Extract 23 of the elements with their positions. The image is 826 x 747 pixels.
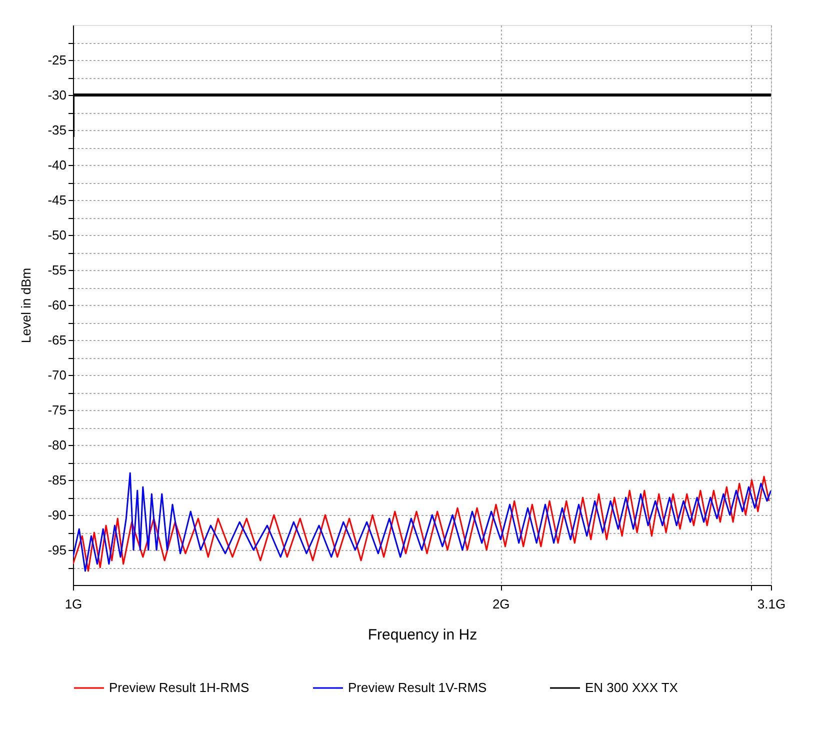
y-tick-label: -50 xyxy=(48,228,66,242)
y-tick-label: -25 xyxy=(48,52,66,68)
y-tick-label: -85 xyxy=(48,472,66,488)
y-tick-label: -60 xyxy=(48,298,66,312)
y-tick-label: -45 xyxy=(48,192,66,208)
x-tick-label: 1G xyxy=(64,596,82,612)
y-tick-label: -55 xyxy=(48,262,66,278)
y-axis-title: Level in dBm xyxy=(18,268,34,344)
y-tick-label: -40 xyxy=(48,158,66,172)
x-axis-title: Frequency in Hz xyxy=(368,626,478,644)
y-tick-label: -30 xyxy=(48,88,66,102)
x-tick-label: 3.1G xyxy=(757,596,786,612)
y-tick-label: -90 xyxy=(48,508,66,522)
legend-label: EN 300 XXX TX xyxy=(585,680,678,695)
legend-label: Preview Result 1V-RMS xyxy=(348,680,488,695)
legend-label: Preview Result 1H-RMS xyxy=(109,680,250,695)
y-tick-label: -70 xyxy=(48,368,66,382)
y-tick-label: -95 xyxy=(48,542,66,558)
y-tick-label: -35 xyxy=(48,122,66,138)
y-tick-label: -80 xyxy=(48,438,66,452)
y-tick-label: -65 xyxy=(48,332,66,348)
y-tick-label: -75 xyxy=(48,402,66,418)
x-tick-label: 2G xyxy=(492,596,510,612)
